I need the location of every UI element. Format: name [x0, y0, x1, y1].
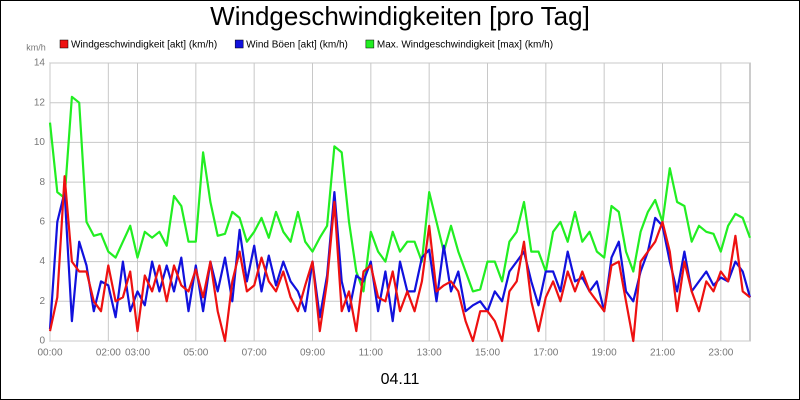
x-tick-label: 23:00 — [708, 348, 733, 359]
y-tick-label: 6 — [39, 216, 45, 227]
y-tick-label: 8 — [39, 177, 45, 188]
series-line — [48, 95, 752, 293]
x-tick-label: 09:00 — [300, 348, 325, 359]
legend-label: Windgeschwindigkeit [akt] (km/h) — [71, 40, 217, 51]
plot-area — [49, 62, 751, 342]
y-tick-label: 14 — [34, 58, 46, 69]
x-tick-label: 21:00 — [650, 348, 675, 359]
legend-swatch — [234, 39, 244, 49]
series-line — [48, 191, 752, 330]
x-tick-label: 07:00 — [242, 348, 267, 359]
x-label: 04.11 — [381, 371, 420, 388]
x-tick-label: 13:00 — [417, 348, 442, 359]
x-tick-label: 15:00 — [475, 348, 500, 359]
x-tick-label: 05:00 — [183, 348, 208, 359]
legend-label: Wind Böen [akt] (km/h) — [246, 40, 348, 51]
y-tick-label: 12 — [34, 97, 46, 108]
x-tick-label: 19:00 — [592, 348, 617, 359]
chart-title: Windgeschwindigkeiten [pro Tag] — [210, 1, 590, 31]
legend-swatch — [365, 39, 375, 49]
y-tick-label: 2 — [39, 296, 45, 307]
y-tick-label: 10 — [34, 137, 46, 148]
legend-label: Max. Windgeschwindigkeit [max] (km/h) — [377, 40, 553, 51]
y-tick-label: 4 — [39, 256, 45, 267]
x-tick-label: 17:00 — [533, 348, 558, 359]
legend-swatch — [59, 39, 69, 49]
x-tick-label: 02:00 — [96, 348, 121, 359]
series-line — [48, 175, 751, 343]
x-tick-label: 03:00 — [125, 348, 150, 359]
y-tick-label: 0 — [39, 336, 45, 347]
x-tick-label: 00:00 — [37, 348, 62, 359]
x-tick-label: 11:00 — [359, 348, 384, 359]
y-unit: km/h — [26, 42, 46, 52]
